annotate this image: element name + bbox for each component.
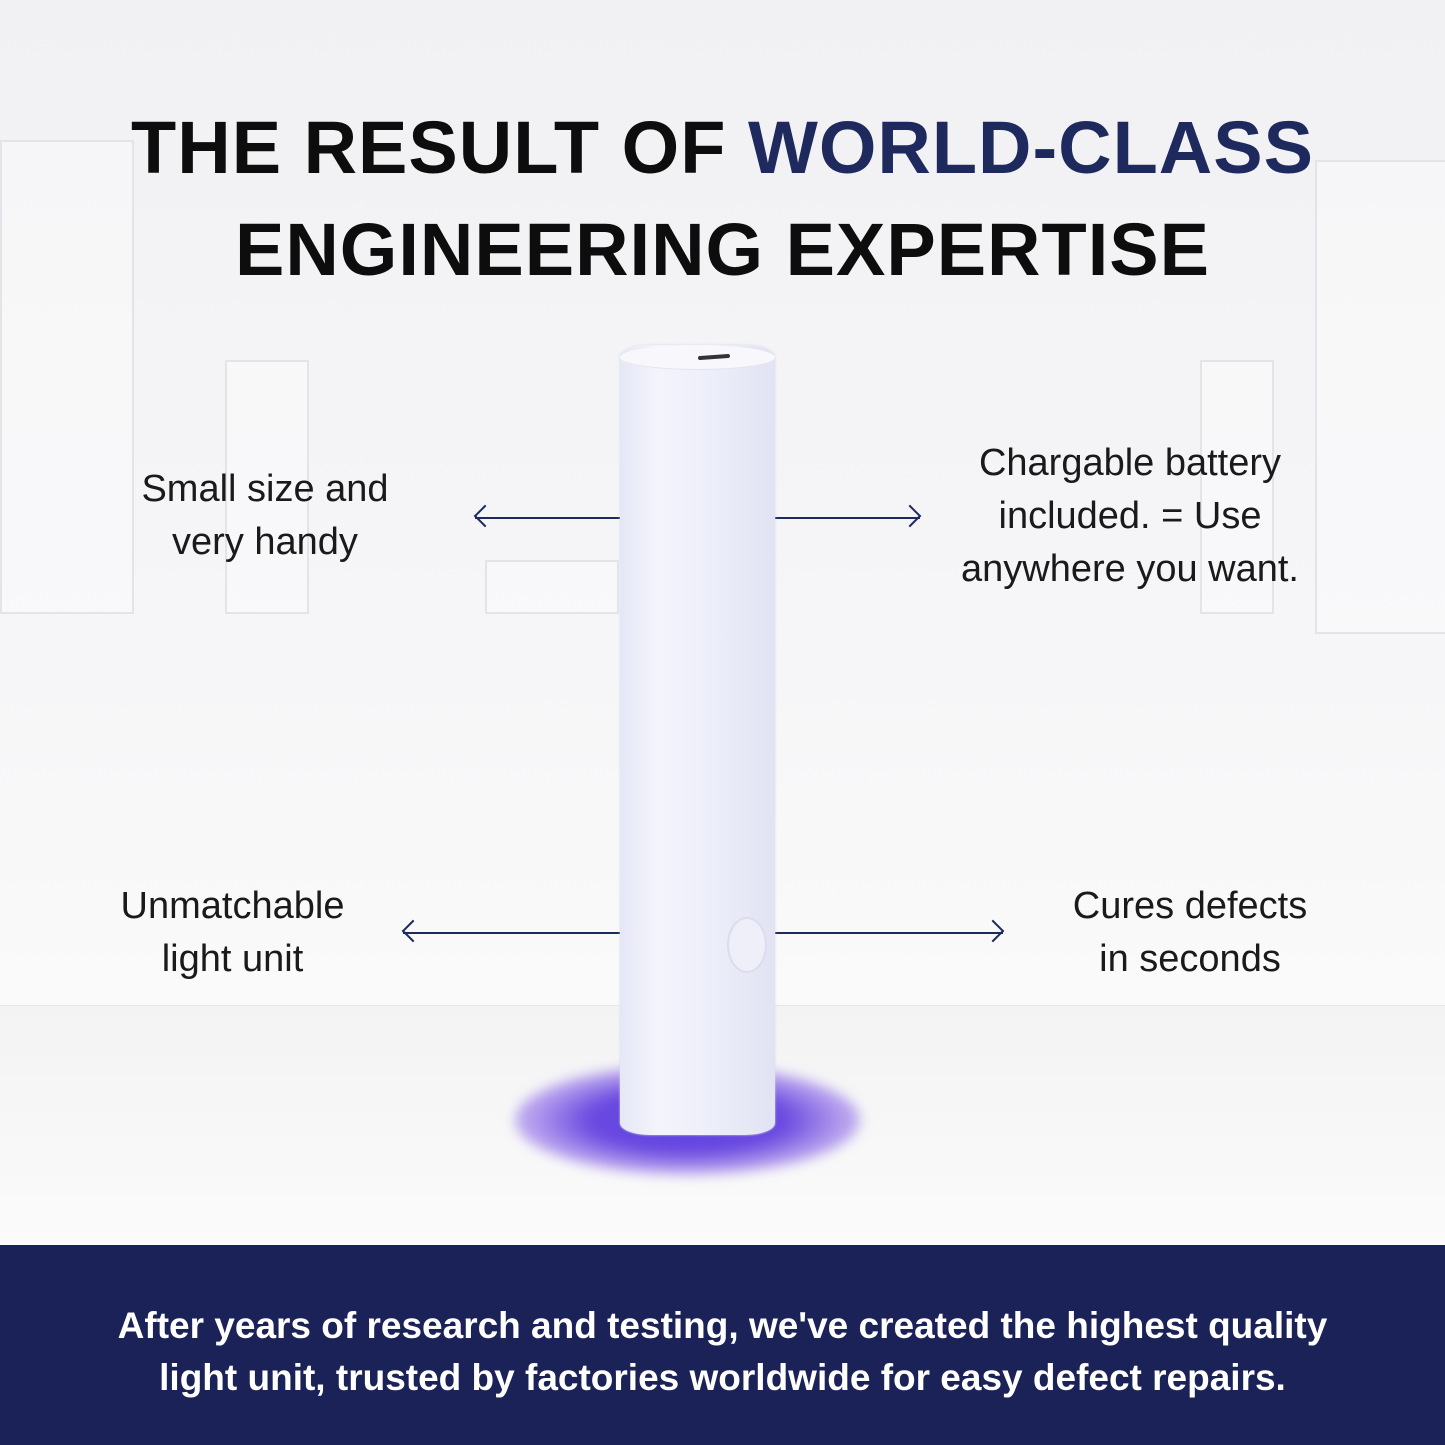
window [225,360,309,614]
device-cap [620,345,775,370]
window [485,560,619,614]
callout-line: included. = Use [998,495,1262,537]
callout-line: light unit [161,938,304,980]
callout-line: anywhere you want. [961,548,1299,590]
banner-line: After years of research and testing, we'… [117,1305,1328,1346]
window [0,140,134,614]
window [1200,360,1274,614]
arrow-right-icon [775,932,1003,934]
uv-light-device [620,345,775,1135]
power-button-icon [727,917,767,973]
callout-small-size: Small size and very handy [100,463,430,569]
callout-battery: Chargable battery included. = Use anywhe… [910,437,1350,596]
callout-line: Small size and [141,468,389,510]
arrow-right-icon [773,517,920,519]
usb-port-icon [697,353,731,361]
callout-line: Unmatchable [120,885,345,927]
callout-line: in seconds [1099,938,1281,980]
banner-text: After years of research and testing, we'… [0,1300,1445,1404]
callout-line: very handy [172,521,358,563]
banner-line: light unit, trusted by factories worldwi… [159,1357,1286,1398]
callout-line: Cures defects [1072,885,1308,927]
arrow-left-icon [475,517,620,519]
arrow-left-icon [403,932,620,934]
callout-cures: Cures defects in seconds [1030,880,1350,986]
headline-plain: THE RESULT OF [131,106,748,189]
bottom-banner: After years of research and testing, we'… [0,1245,1445,1445]
callout-line: Chargable battery [978,442,1282,484]
callout-light-unit: Unmatchable light unit [70,880,395,986]
window [1315,160,1445,634]
headline-accent: WORLD-CLASS [748,106,1314,189]
headline-line-1: THE RESULT OF WORLD-CLASS [0,105,1445,190]
headline-line-2: ENGINEERING EXPERTISE [235,208,1210,291]
